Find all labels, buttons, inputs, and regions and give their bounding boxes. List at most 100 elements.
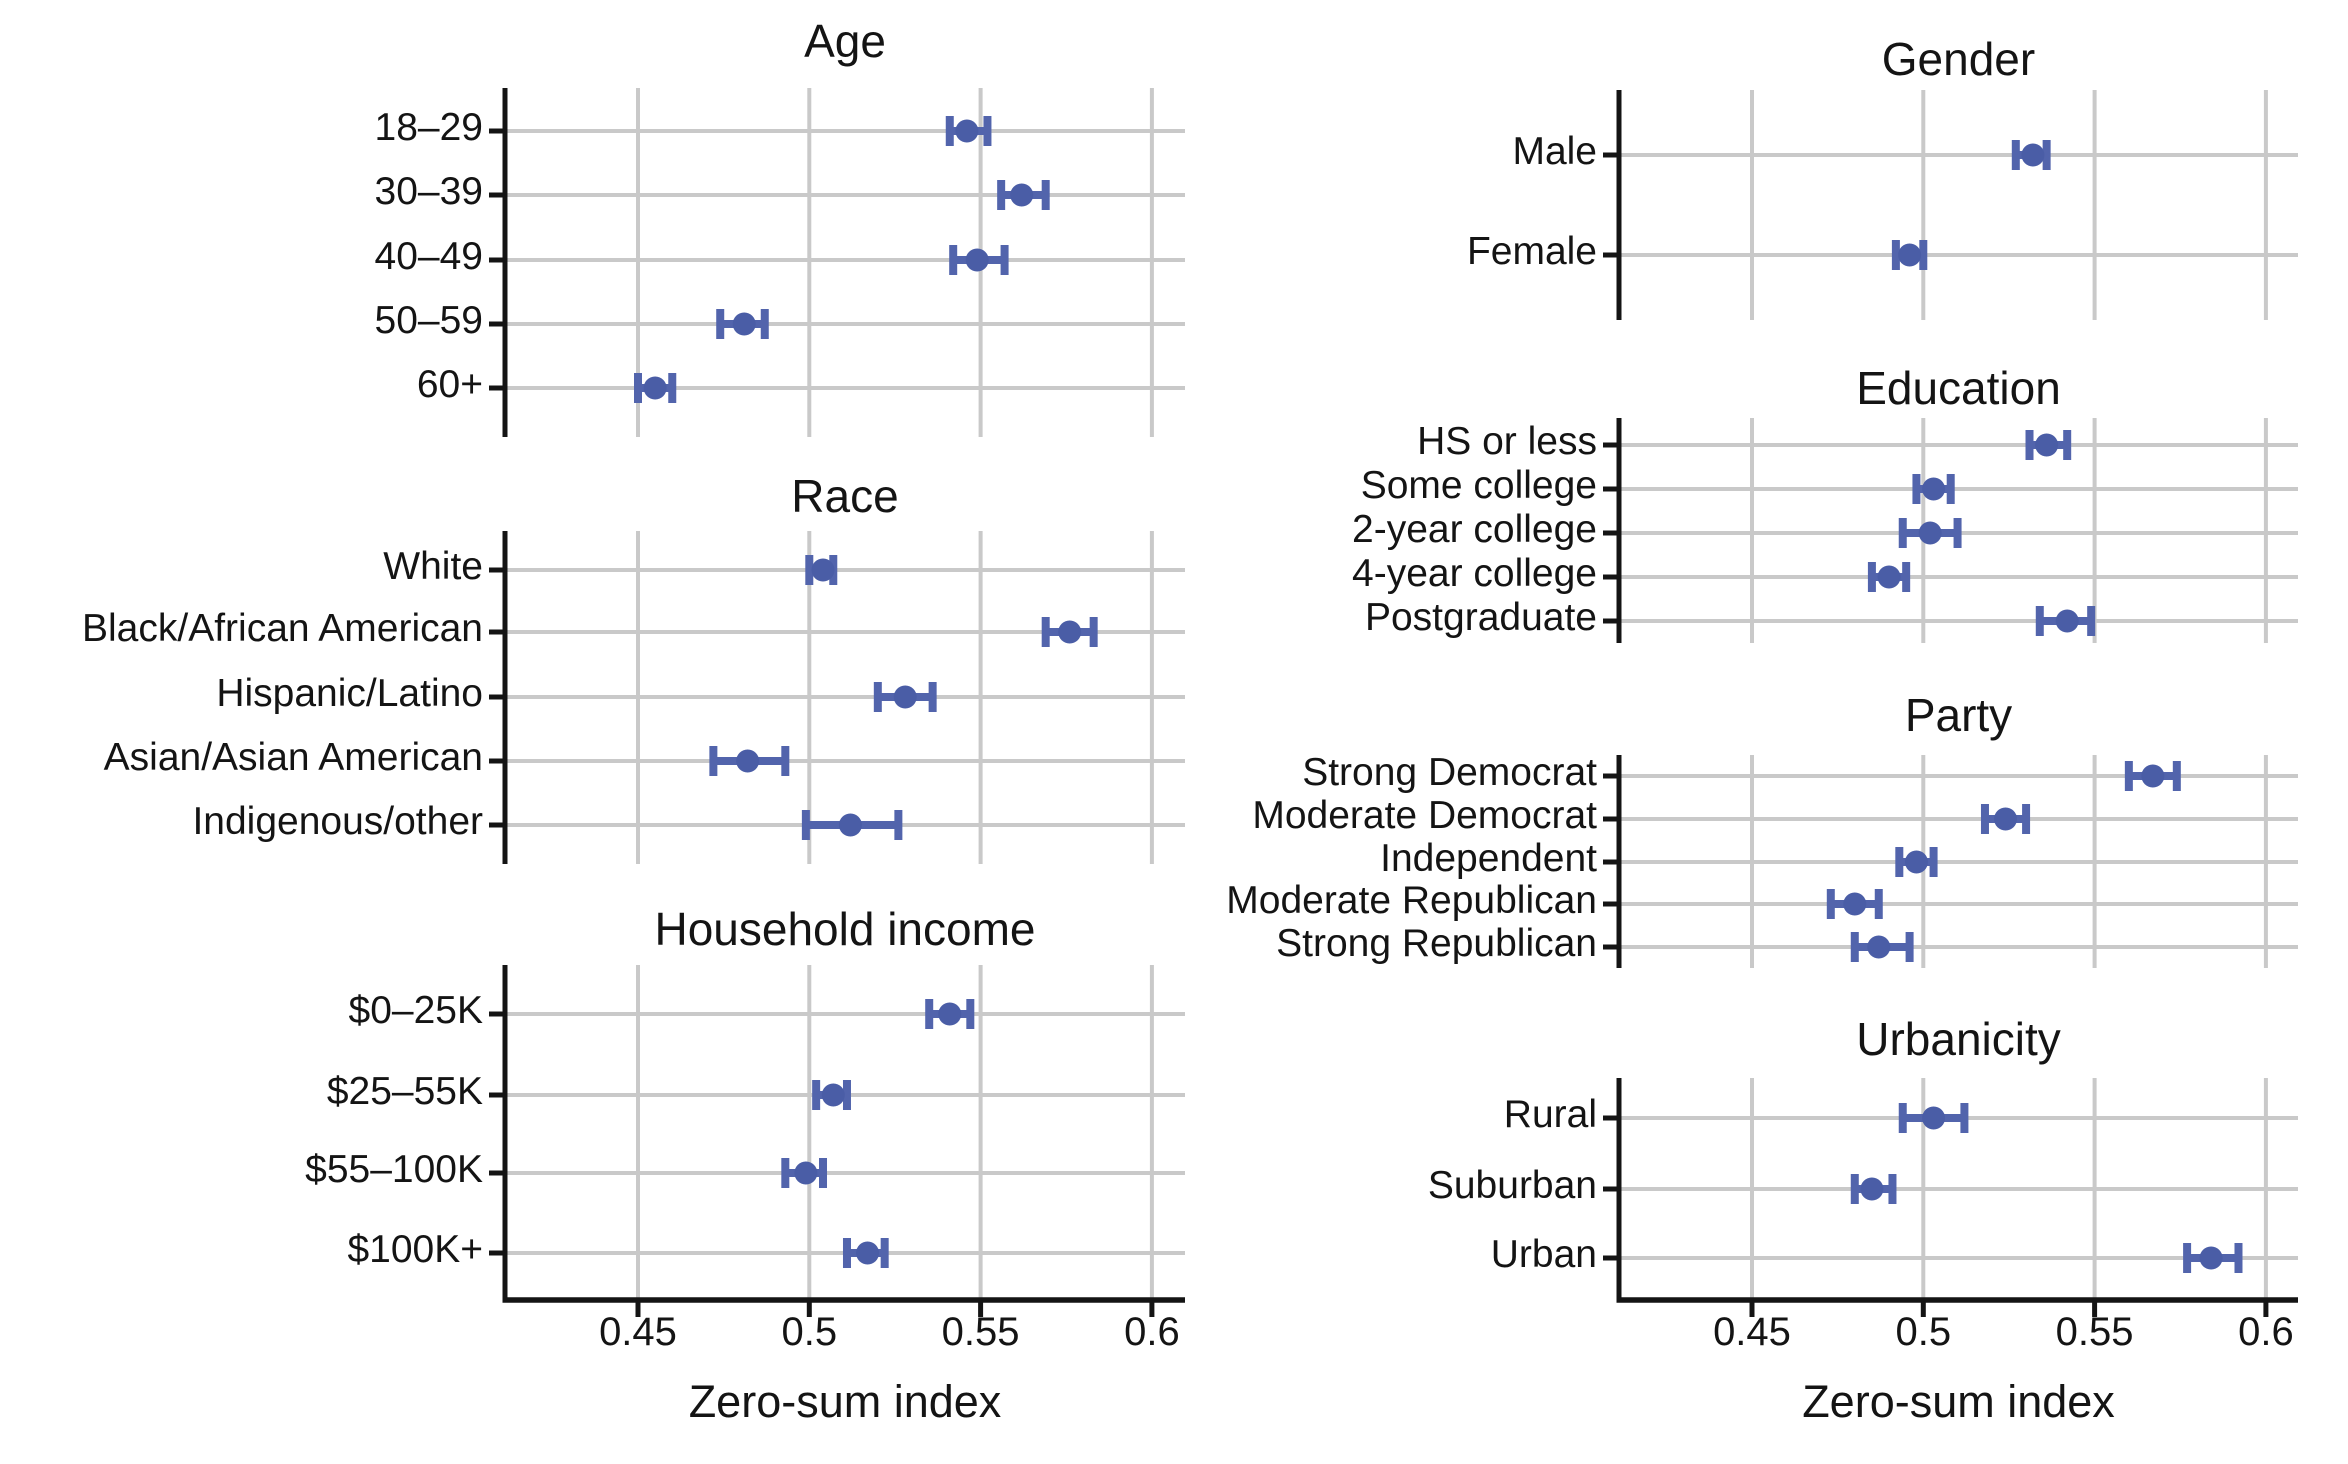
row-label-18-29: 18–29 <box>374 106 483 149</box>
x-axis-label: Zero-sum index <box>1802 1376 2115 1427</box>
x-tick-label-0-6: 0.6 <box>1124 1310 1180 1354</box>
panel-title-education: Education <box>1856 362 2061 414</box>
error-bar <box>812 1080 851 1110</box>
row-label-strong-democrat: Strong Democrat <box>1302 751 1597 794</box>
panel-household-income-plot <box>489 965 1185 1317</box>
row-label-60: 60+ <box>416 363 483 406</box>
row-label-hs-or-less: HS or less <box>1417 420 1597 463</box>
error-bar <box>1895 847 1938 877</box>
point-estimate <box>1010 183 1034 207</box>
error-bar <box>1850 1174 1897 1204</box>
row-label-moderate-republican: Moderate Republican <box>1226 879 1597 922</box>
error-bar <box>716 309 769 339</box>
row-label-male: Male <box>1512 130 1597 173</box>
row-label-strong-republican: Strong Republican <box>1276 922 1597 965</box>
point-estimate <box>736 749 760 773</box>
error-bar <box>2011 140 2051 170</box>
point-estimate <box>2141 764 2165 788</box>
error-bar <box>1980 804 2031 834</box>
error-bar <box>1898 518 1962 548</box>
error-bar <box>997 180 1050 210</box>
x-tick-label-0-5: 0.5 <box>781 1310 838 1354</box>
row-label-55-100k: $55–100K <box>305 1148 483 1191</box>
x-tick-label-0-45: 0.45 <box>599 1310 677 1354</box>
row-label-some-college: Some college <box>1360 464 1597 507</box>
point-estimate <box>1877 565 1901 589</box>
point-estimate <box>1904 850 1928 874</box>
row-label-hispanic-latino: Hispanic/Latino <box>216 672 483 715</box>
error-bar <box>2025 430 2072 460</box>
error-bar <box>945 116 992 146</box>
row-label-rural: Rural <box>1503 1093 1597 1136</box>
row-label-4-year-college: 4-year college <box>1352 552 1597 595</box>
row-label-independent: Independent <box>1380 837 1597 880</box>
panel-race-plot <box>489 531 1185 864</box>
point-estimate <box>2035 433 2059 457</box>
row-label-female: Female <box>1466 230 1597 273</box>
panel-title-race: Race <box>791 470 899 522</box>
point-estimate <box>2021 143 2045 167</box>
row-label-100k: $100K+ <box>347 1228 483 1271</box>
error-bar <box>1912 474 1955 504</box>
error-bar <box>634 373 677 403</box>
point-estimate <box>838 813 862 837</box>
point-estimate <box>1860 1177 1884 1201</box>
panel-title-gender: Gender <box>1881 33 2036 85</box>
error-bar <box>781 1158 828 1188</box>
x-tick-label-0-55: 0.55 <box>2055 1310 2134 1354</box>
error-bar <box>2124 761 2181 791</box>
error-bar <box>805 555 838 585</box>
row-label-asian-asian-american: Asian/Asian American <box>103 736 483 779</box>
error-bar <box>1826 889 1883 919</box>
panel-party-plot <box>1603 755 2298 968</box>
point-estimate <box>811 558 835 582</box>
point-estimate <box>794 1161 818 1185</box>
error-bar <box>2035 606 2096 636</box>
point-estimate <box>1922 1106 1946 1130</box>
x-tick-label-0-6: 0.6 <box>2238 1310 2294 1354</box>
point-estimate <box>2199 1246 2223 1270</box>
error-bar <box>842 1238 889 1268</box>
point-estimate <box>955 119 979 143</box>
error-bar <box>801 810 903 840</box>
panel-gender-plot <box>1603 90 2298 320</box>
gridlines <box>505 965 1185 1300</box>
panel-title-urbanicity: Urbanicity <box>1856 1013 2061 1065</box>
error-bar <box>925 999 975 1029</box>
row-label-0-25k: $0–25K <box>348 989 483 1032</box>
error-bar <box>1850 932 1914 962</box>
point-estimate <box>856 1241 880 1265</box>
row-label-indigenous-other: Indigenous/other <box>192 800 483 843</box>
point-estimate <box>1867 935 1891 959</box>
point-estimate <box>732 312 756 336</box>
row-label-40-49: 40–49 <box>374 235 483 278</box>
error-bar <box>873 682 937 712</box>
row-label-urban: Urban <box>1490 1233 1597 1276</box>
error-bar <box>709 746 790 776</box>
point-estimate <box>2055 609 2079 633</box>
error-bar <box>1891 240 1928 270</box>
point-estimate <box>1058 620 1082 644</box>
point-estimate <box>1898 243 1922 267</box>
point-estimate <box>893 685 917 709</box>
point-estimate <box>1843 892 1867 916</box>
point-estimate <box>938 1002 962 1026</box>
panel-title-age: Age <box>804 15 886 67</box>
panel-age-plot <box>489 88 1185 437</box>
gridlines <box>1619 755 2298 968</box>
row-label-30-39: 30–39 <box>374 170 483 213</box>
point-estimate <box>965 248 989 272</box>
point-estimate <box>1994 807 2018 831</box>
row-label-25-55k: $25–55K <box>326 1070 483 1113</box>
x-tick-label-0-45: 0.45 <box>1713 1310 1791 1354</box>
point-estimate <box>643 376 667 400</box>
point-estimate <box>1918 521 1942 545</box>
row-label-postgraduate: Postgraduate <box>1364 596 1597 639</box>
gridlines <box>1619 90 2298 320</box>
row-label-white: White <box>383 545 483 588</box>
point-estimate <box>821 1083 845 1107</box>
panel-title-household-income: Household income <box>654 903 1036 955</box>
row-label-black-african-american: Black/African American <box>82 607 483 650</box>
row-label-moderate-democrat: Moderate Democrat <box>1252 794 1597 837</box>
